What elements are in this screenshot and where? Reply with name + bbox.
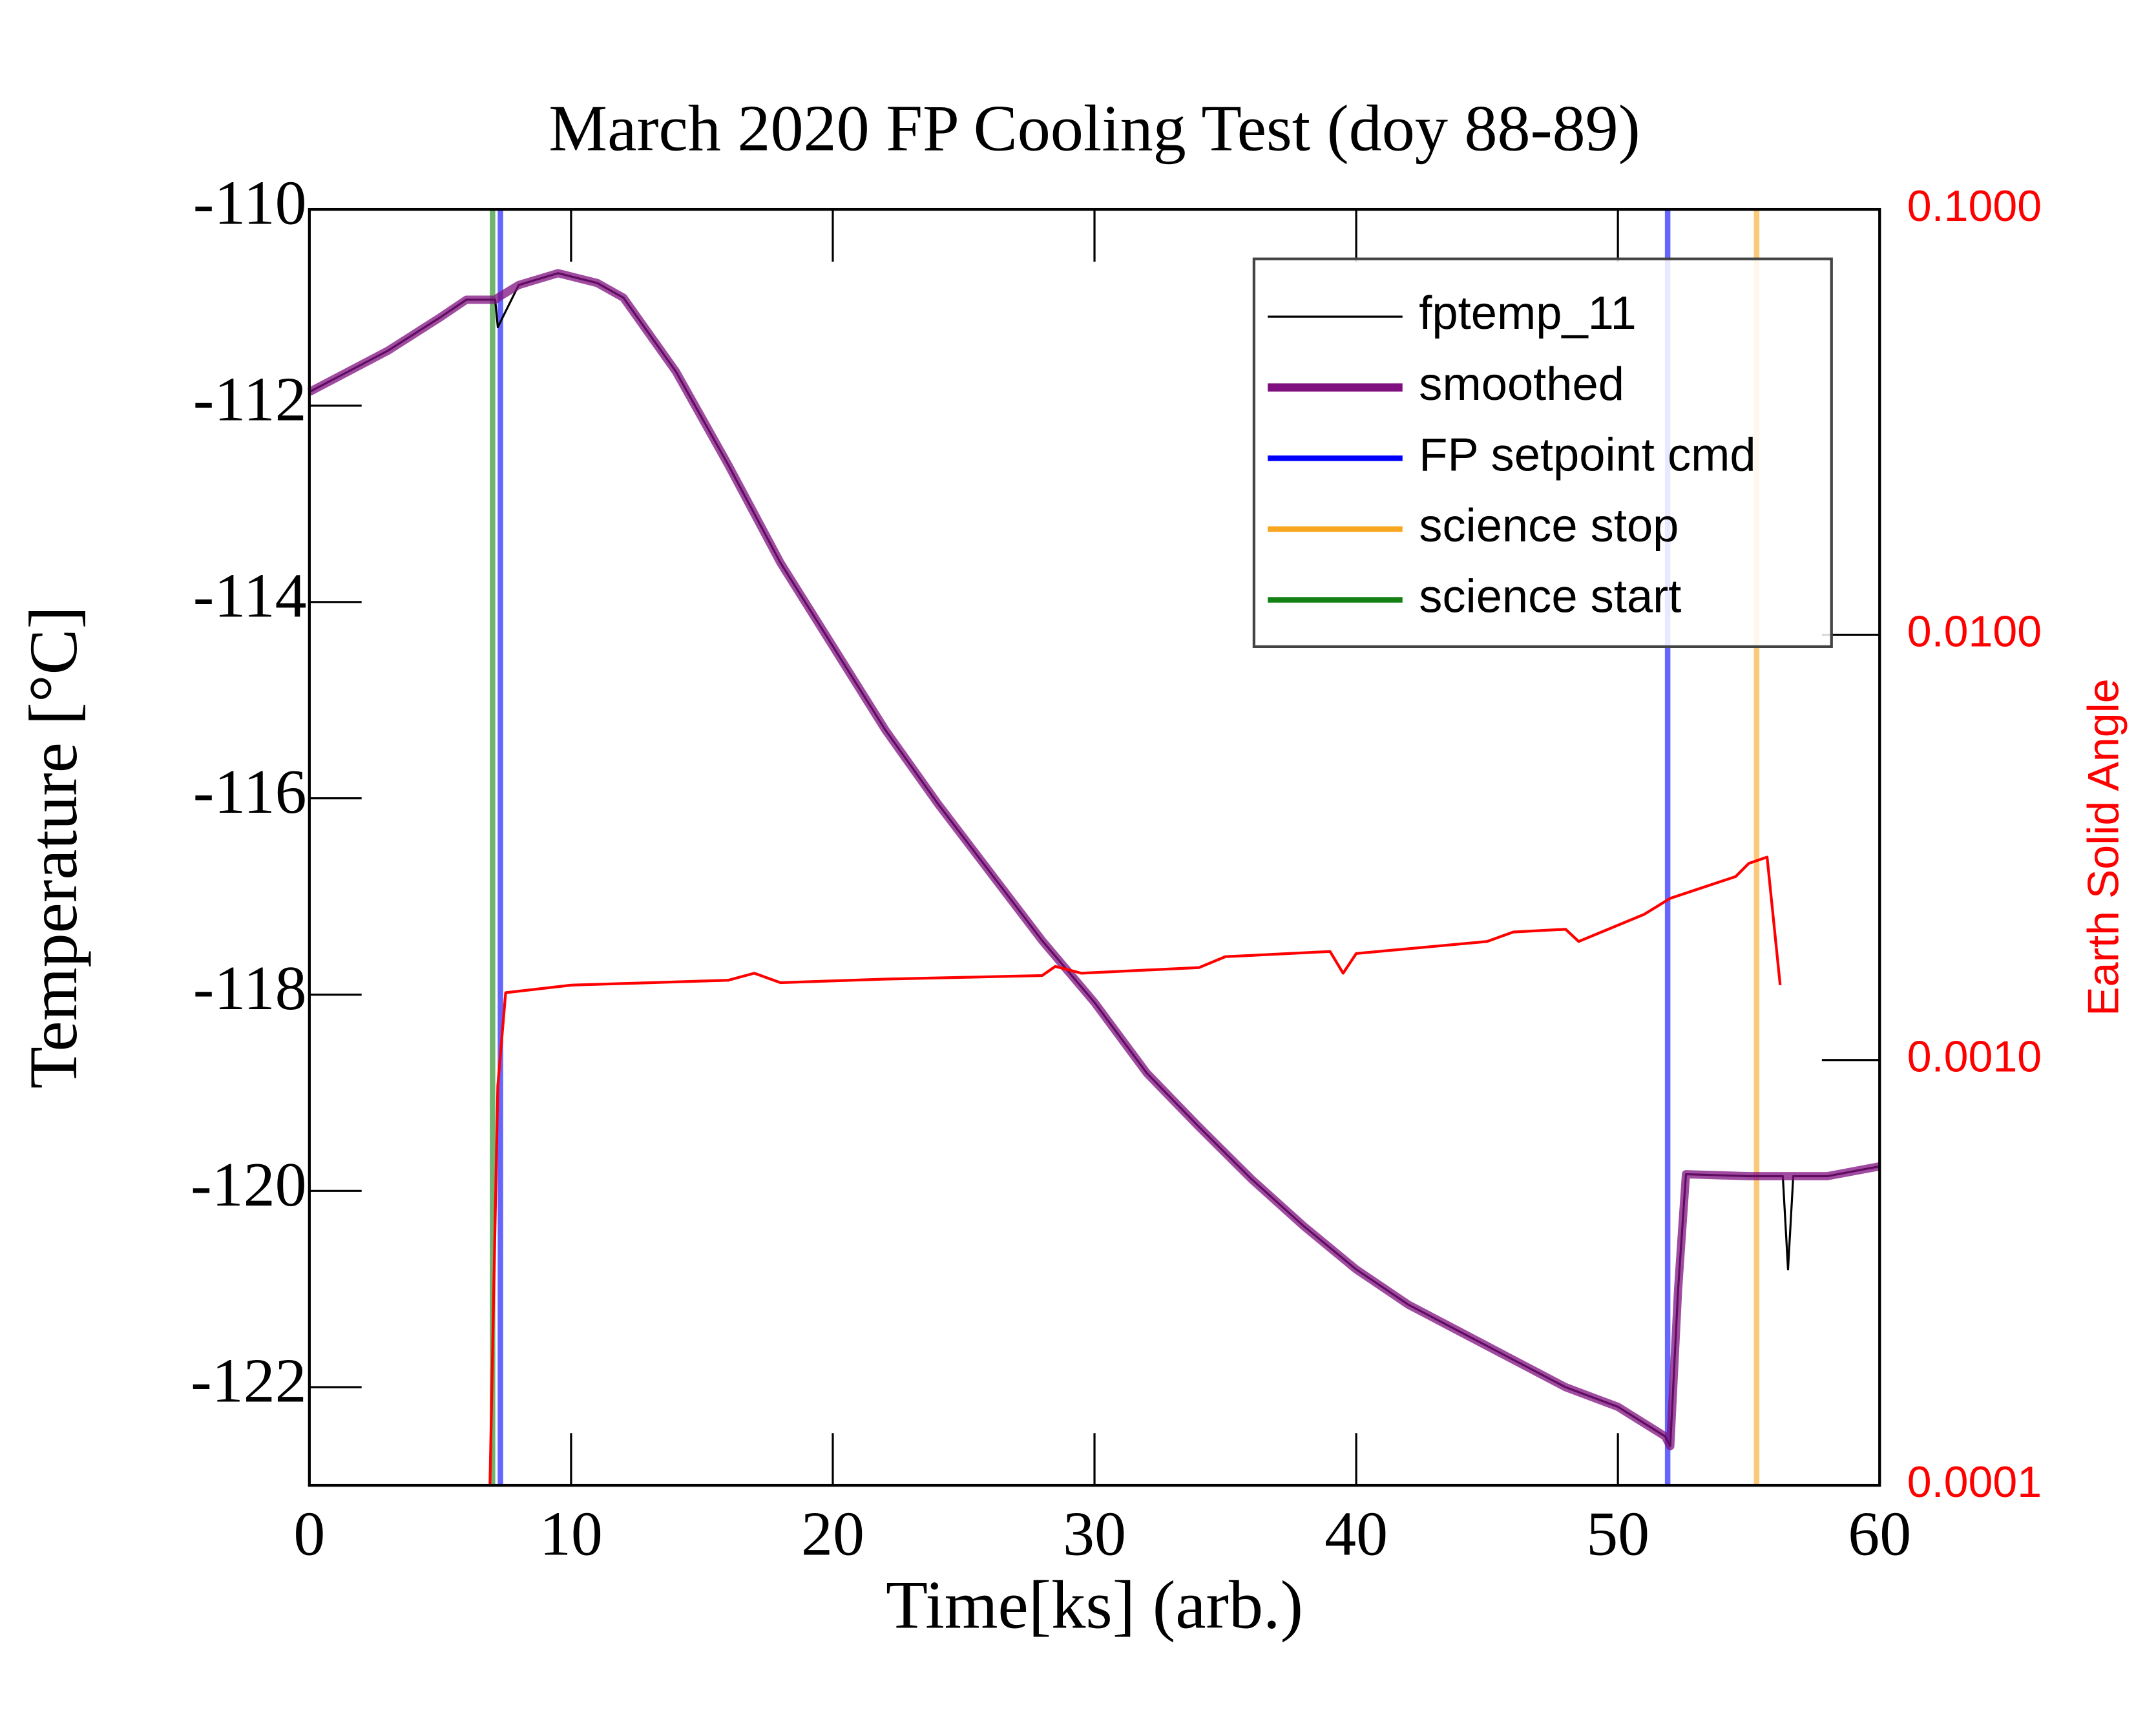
y2-axis-label: Earth Solid Angle — [2078, 678, 2128, 1016]
series-line — [307, 269, 1881, 1450]
y-tick-label: -120 — [191, 1150, 306, 1220]
y-axis-label: Temperature [°C] — [16, 606, 92, 1089]
y-tick-label: -114 — [193, 561, 307, 631]
legend-label: science start — [1419, 571, 1681, 623]
y2-tick-label: 0.0010 — [1907, 1032, 2042, 1082]
legend-label: smoothed — [1419, 359, 1624, 410]
x-tick-label: 40 — [1324, 1500, 1388, 1569]
y-tick-label: -112 — [193, 364, 307, 434]
y-tick-label: -118 — [193, 954, 307, 1023]
y-tick-label: -116 — [193, 757, 307, 827]
x-tick-label: 10 — [539, 1500, 603, 1569]
x-axis-label: Time[ks] (arb.) — [886, 1567, 1303, 1643]
series-line — [488, 855, 1782, 1486]
y2-tick-label: 0.0001 — [1907, 1458, 2042, 1507]
legend-label: FP setpoint cmd — [1419, 429, 1755, 481]
legend-label: fptemp_11 — [1419, 288, 1637, 339]
x-tick-label: 20 — [801, 1500, 864, 1569]
legend-box — [1252, 257, 1833, 649]
legend-label: science stop — [1419, 500, 1679, 552]
y-tick-label: -110 — [193, 169, 307, 238]
y-tick-label: -122 — [191, 1346, 306, 1416]
x-tick-label: 30 — [1063, 1500, 1126, 1569]
x-tick-label: 50 — [1586, 1500, 1649, 1569]
x-tick-label: 0 — [293, 1500, 325, 1569]
y2-tick-label: 0.0100 — [1907, 607, 2042, 656]
y2-tick-label: 0.1000 — [1907, 182, 2042, 231]
plot-frame — [308, 207, 1881, 1487]
chart-title: March 2020 FP Cooling Test (doy 88-89) — [549, 92, 1640, 165]
x-tick-label: 60 — [1848, 1500, 1911, 1569]
